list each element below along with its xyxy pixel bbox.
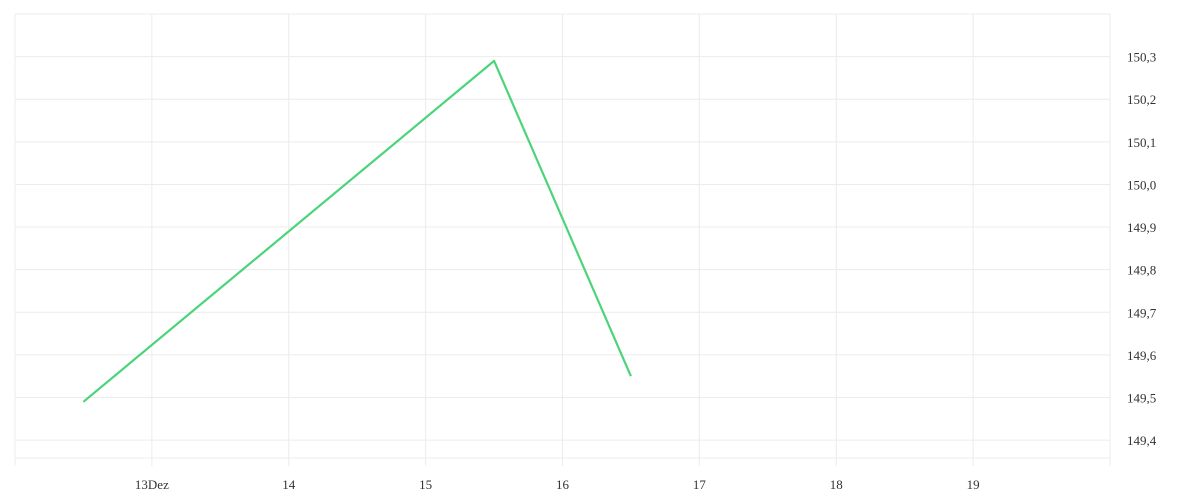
- y-tick-label: 149,4: [1127, 433, 1157, 448]
- y-tick-label: 149,9: [1127, 220, 1156, 235]
- x-tick-label: 19: [967, 477, 980, 492]
- y-tick-label: 149,7: [1127, 305, 1157, 320]
- x-axis-labels: 13Dez 14 15 16 17 18 19: [135, 477, 980, 492]
- x-tick-label: 15: [419, 477, 432, 492]
- y-tick-label: 149,6: [1127, 348, 1157, 363]
- series-line: [83, 61, 631, 402]
- y-axis-labels: 149,4 149,5 149,6 149,7 149,8 149,9 150,0 150,1…: [1127, 50, 1157, 448]
- x-tick-label: 14: [282, 477, 296, 492]
- x-tick-label: 18: [830, 477, 843, 492]
- y-tick-label: 149,8: [1127, 263, 1156, 278]
- y-tick-label: 150,1: [1127, 135, 1156, 150]
- y-tick-label: 150,3: [1127, 50, 1156, 65]
- series: [83, 61, 631, 402]
- x-tick-label: 17: [693, 477, 707, 492]
- x-tick-label: 16: [556, 477, 570, 492]
- y-tick-label: 149,5: [1127, 390, 1156, 405]
- x-tick-label: 13Dez: [135, 477, 169, 492]
- y-tick-label: 150,0: [1127, 177, 1156, 192]
- grid: [15, 14, 1110, 466]
- y-tick-label: 150,2: [1127, 92, 1156, 107]
